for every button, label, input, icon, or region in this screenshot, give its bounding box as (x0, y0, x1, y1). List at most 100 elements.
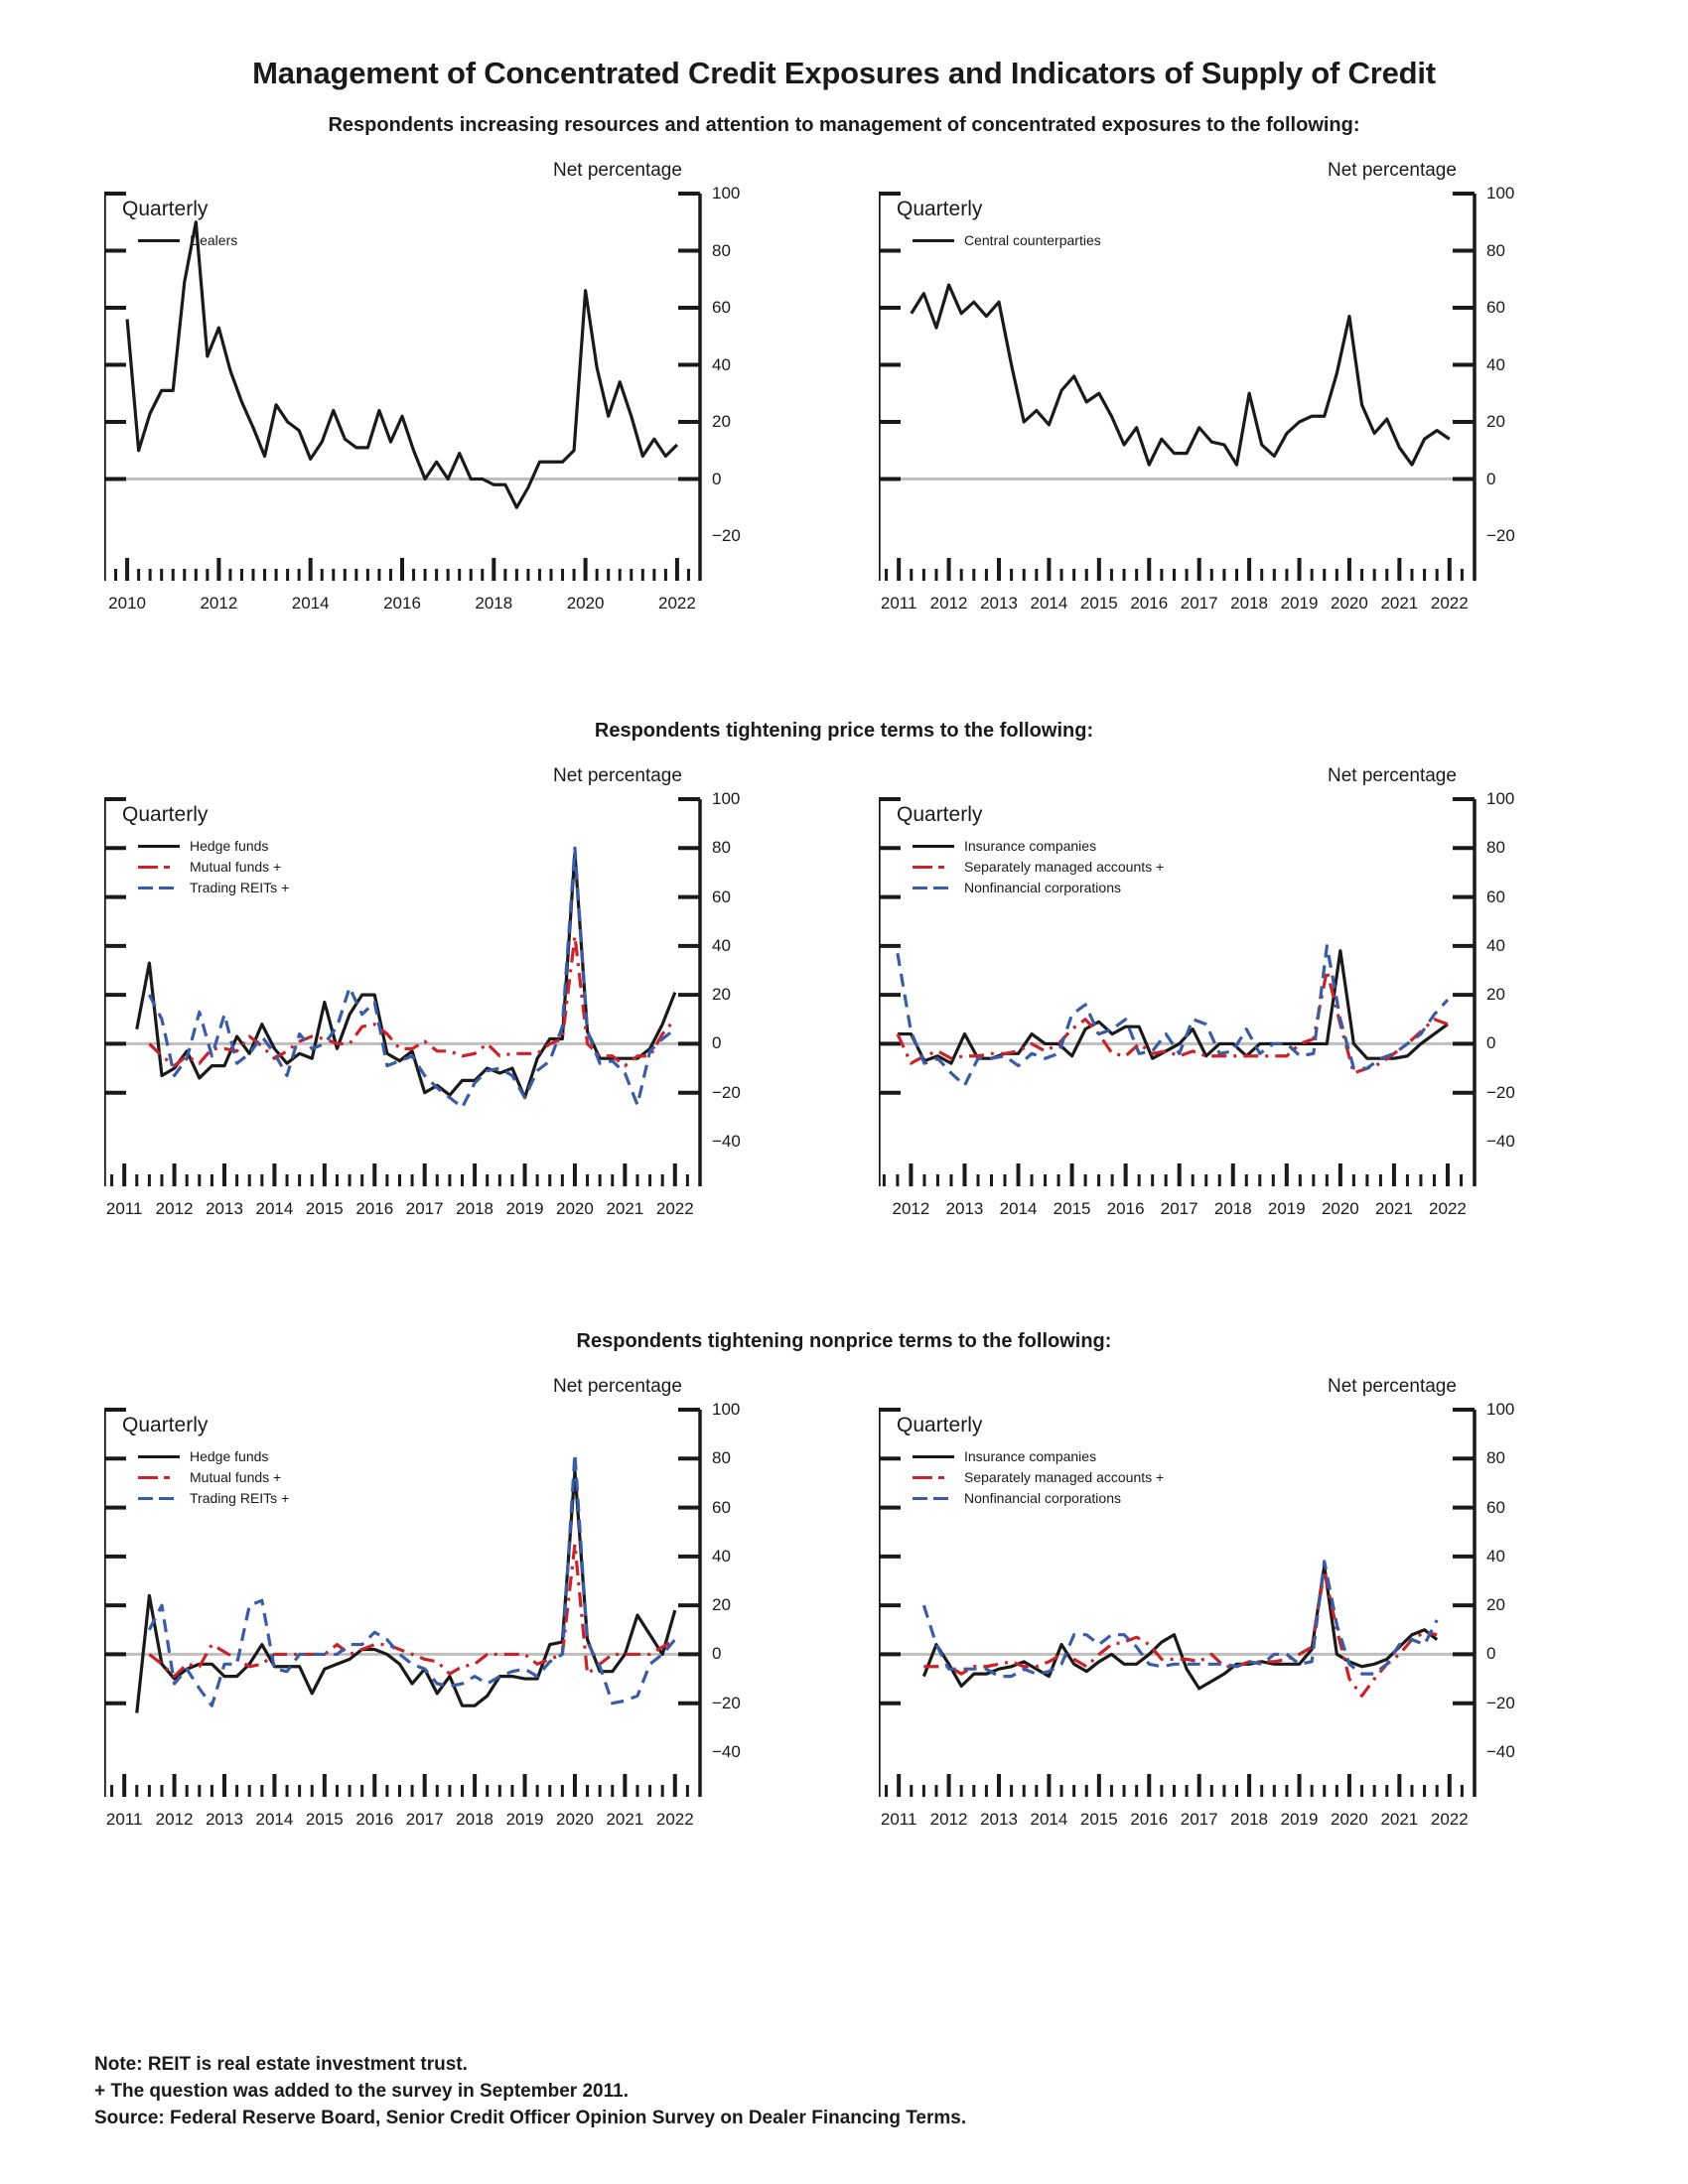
x-tick-label: 2014 (999, 1199, 1038, 1218)
chart-panel-price-terms-left: Net percentage Quarterly Hedge funds Mutual… (104, 759, 760, 1218)
chart-panel-nonprice-terms-left: Net percentage Quarterly Hedge funds Mutual… (104, 1370, 760, 1829)
x-tick-label: 2018 (1213, 1199, 1252, 1218)
x-tick-label: 2012 (155, 1199, 194, 1218)
chart-legend: Insurance companies Separately managed ac… (913, 835, 1164, 897)
y-axis-unit-label: Net percentage (553, 765, 682, 786)
x-tick-label: 2021 (606, 1810, 644, 1829)
legend-line-icon (138, 840, 180, 852)
note-line: Note: REIT is real estate investment tru… (94, 2054, 468, 2075)
y-tick-label: 20 (712, 1595, 731, 1615)
y-tick-label: 80 (712, 240, 731, 260)
y-axis-unit-label: Net percentage (553, 1376, 682, 1397)
legend-item: Separately managed accounts + (913, 856, 1164, 877)
legend-label: Insurance companies (964, 837, 1097, 854)
legend-item: Central counterparties (913, 229, 1101, 250)
chart-plot-area (879, 192, 1477, 581)
chart-plot-area (104, 797, 702, 1186)
y-tick-label: 40 (712, 935, 731, 955)
y-tick-label: −20 (1486, 1693, 1515, 1712)
frequency-label: Quarterly (897, 1414, 983, 1436)
x-tick-label: 2014 (255, 1199, 294, 1218)
x-tick-label: 2011 (105, 1810, 143, 1829)
x-tick-label: 2017 (405, 1810, 444, 1829)
section-heading-3: Respondents tightening nonprice terms to… (576, 1330, 1112, 1352)
y-tick-label: 60 (1486, 1497, 1505, 1517)
footnote-line: + The question was added to the survey i… (94, 2081, 629, 2102)
x-tick-label: 2019 (1280, 594, 1319, 613)
x-tick-label: 2020 (566, 594, 605, 613)
y-axis-unit-label: Net percentage (1328, 765, 1457, 786)
legend-label: Trading REITs + (190, 879, 290, 895)
x-tick-label: 2020 (1321, 1199, 1359, 1218)
x-tick-label: 2019 (1267, 1199, 1306, 1218)
y-tick-label: 0 (1486, 469, 1496, 488)
legend-item: Nonfinancial corporations (913, 1487, 1164, 1508)
y-tick-label: −20 (712, 526, 741, 545)
x-tick-label: 2012 (200, 594, 238, 613)
chart-panel-price-terms-right: Net percentage Quarterly Insurance compani… (879, 759, 1534, 1218)
y-tick-label: −40 (712, 1742, 741, 1761)
x-tick-label: 2022 (1429, 1199, 1467, 1218)
legend-line-icon (138, 234, 180, 246)
x-tick-label: 2015 (1053, 1199, 1091, 1218)
y-tick-label: −20 (1486, 526, 1515, 545)
x-tick-label: 2018 (456, 1199, 493, 1218)
data-series-line (125, 220, 679, 509)
y-tick-label: 60 (712, 1497, 731, 1517)
x-tick-label: 2017 (1180, 594, 1218, 613)
chart-panel-central-counterparties: Net percentage Quarterly Central counterpa… (879, 154, 1534, 613)
data-series-line (923, 1570, 1438, 1698)
x-tick-label: 2011 (105, 1199, 143, 1218)
x-tick-label: 2012 (929, 1810, 968, 1829)
data-series-line (897, 949, 1449, 1065)
x-tick-label: 2017 (1160, 1199, 1198, 1218)
y-tick-label: 20 (712, 985, 731, 1005)
legend-label: Hedge funds (190, 1447, 269, 1464)
legend-line-icon (913, 1471, 954, 1483)
x-tick-label: 2022 (1430, 1810, 1469, 1829)
x-tick-label: 2014 (1030, 594, 1068, 613)
data-series-line (896, 968, 1449, 1075)
data-series-line (910, 283, 1451, 467)
x-tick-label: 2018 (475, 594, 513, 613)
x-tick-label: 2013 (980, 1810, 1018, 1829)
y-tick-label: 40 (1486, 354, 1505, 374)
x-tick-label: 2021 (1374, 1199, 1413, 1218)
data-series-line (148, 934, 677, 1068)
x-tick-label: 2016 (355, 1199, 394, 1218)
chart-legend: Hedge funds Mutual funds + Trading REITs + (138, 835, 289, 897)
y-tick-label: 80 (1486, 838, 1505, 858)
legend-item: Dealers (138, 229, 237, 250)
y-tick-label: −40 (1486, 1132, 1515, 1151)
y-tick-label: 80 (1486, 1448, 1505, 1468)
legend-item: Nonfinancial corporations (913, 877, 1164, 897)
x-tick-label: 2018 (1230, 594, 1268, 613)
legend-line-icon (913, 840, 954, 852)
x-tick-label: 2021 (1380, 594, 1419, 613)
x-tick-label: 2017 (405, 1199, 444, 1218)
legend-line-icon (913, 861, 954, 873)
x-tick-label: 2012 (155, 1810, 194, 1829)
data-series-line (148, 1542, 676, 1679)
frequency-label: Quarterly (122, 198, 209, 220)
y-tick-label: 0 (712, 469, 722, 488)
y-tick-label: 20 (1486, 985, 1505, 1005)
x-tick-label: 2011 (880, 1810, 917, 1829)
y-tick-label: 0 (1486, 1644, 1496, 1664)
y-axis-unit-label: Net percentage (1328, 1376, 1457, 1397)
legend-line-icon (138, 861, 180, 873)
x-tick-label: 2019 (505, 1810, 544, 1829)
y-tick-label: 100 (712, 1400, 741, 1419)
x-tick-label: 2022 (655, 1199, 694, 1218)
legend-line-icon (913, 882, 954, 893)
y-tick-label: −20 (712, 1082, 741, 1102)
chart-plot-area (879, 797, 1477, 1186)
x-tick-label: 2013 (945, 1199, 984, 1218)
x-tick-label: 2018 (456, 1810, 493, 1829)
legend-item: Insurance companies (913, 1445, 1164, 1466)
legend-label: Nonfinancial corporations (964, 879, 1121, 895)
y-tick-label: 100 (1486, 1400, 1515, 1419)
legend-line-icon (138, 1471, 180, 1483)
x-tick-label: 2015 (305, 1199, 344, 1218)
legend-label: Separately managed accounts + (964, 858, 1165, 875)
